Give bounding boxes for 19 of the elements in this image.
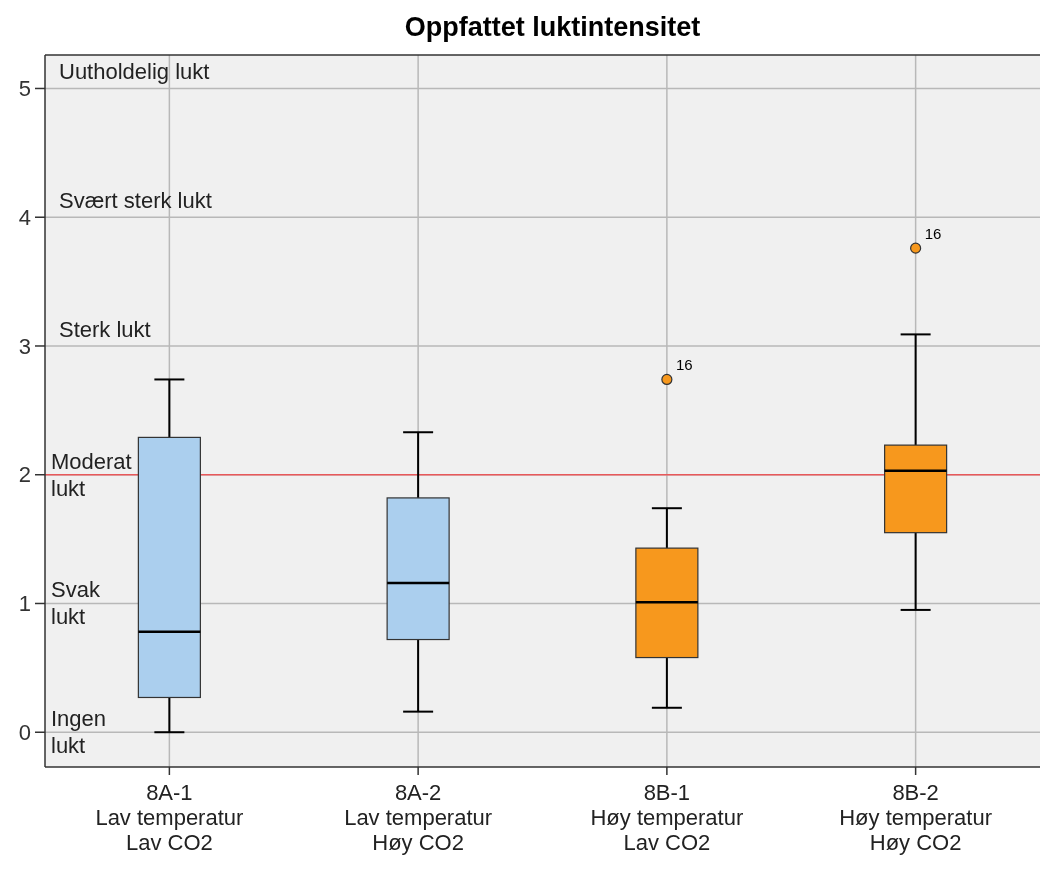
x-tick-label: 8B-1 Høy temperatur Lav CO2 — [590, 780, 744, 855]
y-tick-label: 3 — [18, 333, 31, 359]
y-tick-label: 5 — [18, 76, 31, 102]
annotation: Moderat lukt — [51, 448, 132, 501]
x-tick-label: 8A-2 Lav temperatur Høy CO2 — [344, 780, 493, 855]
annotation: Svak lukt — [51, 577, 101, 630]
y-tick-label: 2 — [18, 462, 31, 488]
y-tick-label: 1 — [18, 591, 31, 617]
y-tick-label: 4 — [18, 204, 31, 230]
annotation: Ingen lukt — [51, 706, 107, 759]
annotation: 16 — [924, 225, 942, 243]
x-tick-label: 8B-2 Høy temperatur Høy CO2 — [839, 780, 993, 855]
annotation: 16 — [675, 356, 693, 374]
annotation: Uutholdelig lukt — [59, 59, 210, 85]
y-tick-label: 0 — [18, 719, 31, 745]
annotation: Svært sterk lukt — [59, 188, 212, 214]
x-tick-label: 8A-1 Lav temperatur Lav CO2 — [95, 780, 244, 855]
chart-title: Oppfattet luktintensitet — [404, 12, 701, 42]
annotation: Sterk lukt — [59, 316, 151, 342]
